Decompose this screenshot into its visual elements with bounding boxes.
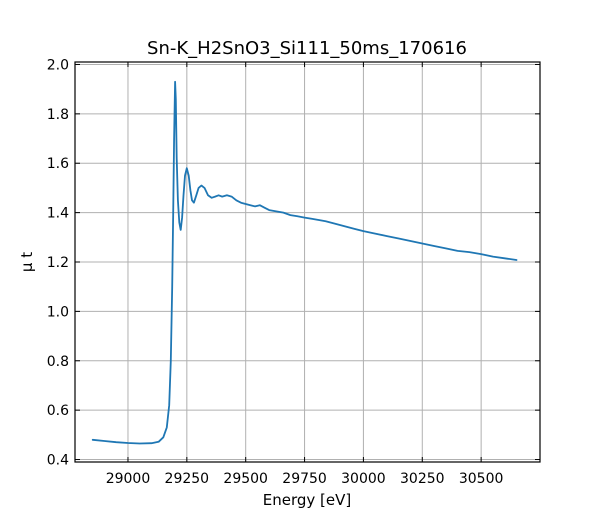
x-tick-label: 30250 [400,471,445,487]
series-line [91,80,518,445]
y-tick-label: 1.4 [47,206,69,222]
grid-layer [75,62,540,462]
y-tick-label: 0.8 [47,354,69,370]
y-tick-label: 1.0 [47,304,69,320]
tick-layer: 29000 29250 29500 29750 30000 30250 30500 0.4 0.… [47,57,540,487]
x-tick-label: 29500 [223,471,268,487]
y-tick-label: 1.8 [47,107,69,123]
y-axis-label: μ t [18,252,36,272]
chart-title: Sn-K_H2SnO3_Si111_50ms_170616 [147,38,467,59]
y-tick-label: 1.2 [47,255,69,271]
x-tick-label: 29750 [282,471,327,487]
y-tick-label: 0.6 [47,403,69,419]
x-tick-label: 29000 [106,471,151,487]
x-tick-label: 29250 [165,471,210,487]
y-tick-label: 1.6 [47,156,69,172]
x-tick-label: 30500 [459,471,504,487]
y-tick-label: 0.4 [47,453,69,469]
x-axis-label: Energy [eV] [263,491,351,509]
x-tick-label: 30000 [341,471,386,487]
series-layer [91,80,518,445]
y-tick-label: 2.0 [47,57,69,73]
